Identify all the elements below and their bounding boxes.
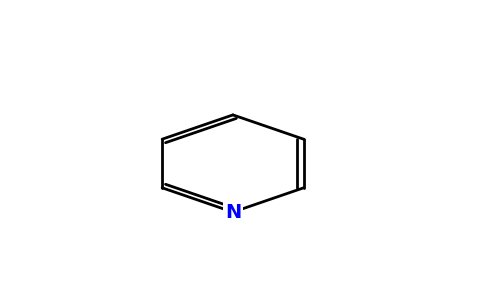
Text: N: N (225, 202, 241, 222)
